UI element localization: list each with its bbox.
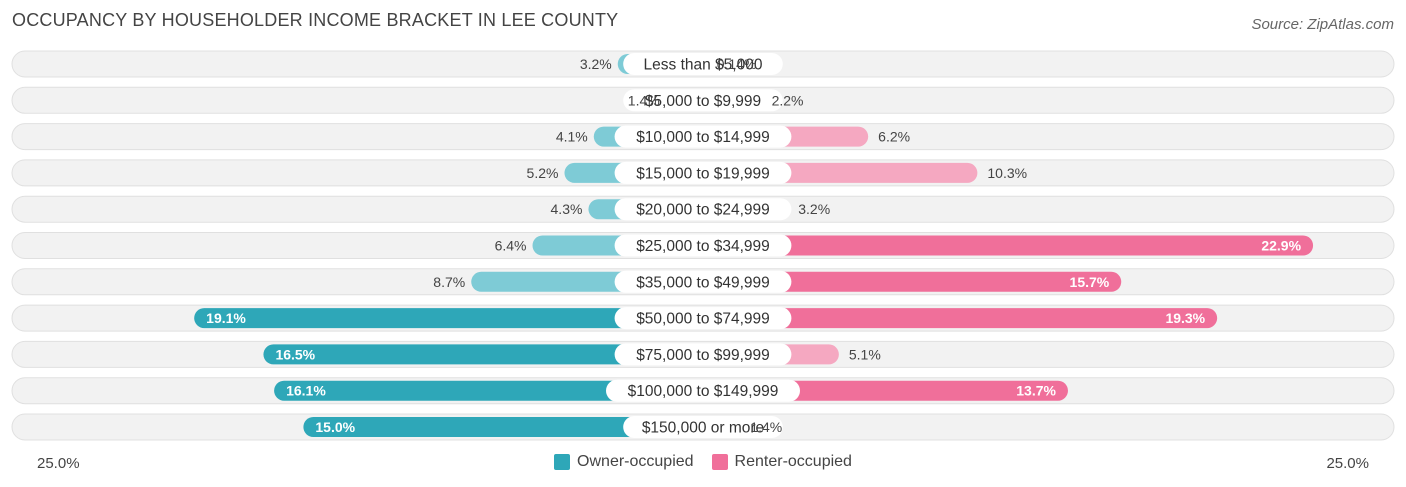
owner-value-label: 5.2%	[527, 165, 559, 181]
category-pill	[614, 343, 792, 366]
renter-value-label: 5.1%	[849, 346, 881, 362]
category-label: $150,000 or more	[642, 420, 764, 437]
owner-value-label: 6.4%	[495, 238, 527, 254]
category-label: $100,000 to $149,999	[628, 383, 779, 400]
category-label: $5,000 to $9,999	[645, 93, 761, 110]
category-pill	[606, 379, 800, 402]
category-label: $75,000 to $99,999	[636, 347, 770, 364]
category-pill	[614, 234, 792, 257]
legend-renter-swatch	[711, 454, 728, 470]
owner-value-label: 4.3%	[551, 201, 583, 217]
source-label: Source: ZipAtlas.com	[1251, 16, 1394, 33]
renter-value-label: 2.2%	[772, 92, 804, 108]
renter-value-label: 19.3%	[1165, 310, 1205, 326]
owner-value-label: 15.0%	[315, 419, 355, 435]
category-pill	[614, 161, 792, 184]
category-pill	[623, 89, 783, 112]
category-pill	[623, 416, 783, 438]
category-pill	[614, 198, 792, 221]
owner-value-label: 19.1%	[206, 310, 246, 326]
owner-bar	[303, 417, 713, 437]
category-label: $10,000 to $14,999	[636, 129, 770, 146]
renter-bar	[693, 235, 1314, 256]
renter-value-label: 10.3%	[987, 165, 1027, 181]
axis-right-label: 25.0%	[1326, 455, 1369, 472]
renter-value-label: 3.2%	[798, 201, 830, 217]
legend: Owner-occupied Renter-occupied	[0, 453, 1406, 471]
owner-bar	[274, 380, 713, 401]
owner-bar	[263, 344, 713, 365]
category-pill	[614, 307, 792, 330]
category-label: $25,000 to $34,999	[636, 238, 770, 255]
renter-bar	[693, 308, 1218, 329]
renter-value-label: 1.4%	[750, 419, 782, 435]
renter-bar	[693, 271, 1122, 292]
category-pill	[614, 125, 792, 148]
owner-value-label: 8.7%	[433, 274, 465, 290]
chart-title: OCCUPANCY BY HOUSEHOLDER INCOME BRACKET …	[12, 10, 619, 30]
owner-value-label: 16.5%	[275, 346, 315, 362]
category-pill	[614, 270, 792, 293]
axis-left-label: 25.0%	[37, 455, 80, 472]
legend-owner: Owner-occupied	[554, 453, 694, 471]
legend-owner-swatch	[554, 454, 571, 470]
renter-value-label: 13.7%	[1016, 383, 1056, 399]
category-label: $15,000 to $19,999	[636, 165, 770, 182]
category-label: Less than $5,000	[644, 57, 763, 74]
category-label: $35,000 to $49,999	[636, 274, 770, 291]
owner-bar	[194, 308, 713, 329]
legend-renter-label: Renter-occupied	[734, 453, 852, 470]
owner-value-label: 3.2%	[580, 56, 612, 72]
owner-value-label: 1.4%	[628, 92, 660, 108]
legend-renter: Renter-occupied	[711, 453, 852, 471]
renter-value-label: 15.7%	[1070, 274, 1110, 290]
legend-owner-label: Owner-occupied	[577, 453, 694, 470]
occupancy-chart: Less than $5,000 3.2% 0.14% $5,000 to $9,99…	[11, 50, 1395, 441]
renter-value-label: 6.2%	[878, 129, 910, 145]
owner-value-label: 4.1%	[556, 129, 588, 145]
category-pill	[623, 53, 783, 75]
owner-value-label: 16.1%	[286, 383, 326, 399]
renter-value-label: 0.14%	[717, 56, 757, 72]
category-label: $50,000 to $74,999	[636, 311, 770, 328]
renter-value-label: 22.9%	[1261, 238, 1301, 254]
category-label: $20,000 to $24,999	[636, 202, 770, 219]
